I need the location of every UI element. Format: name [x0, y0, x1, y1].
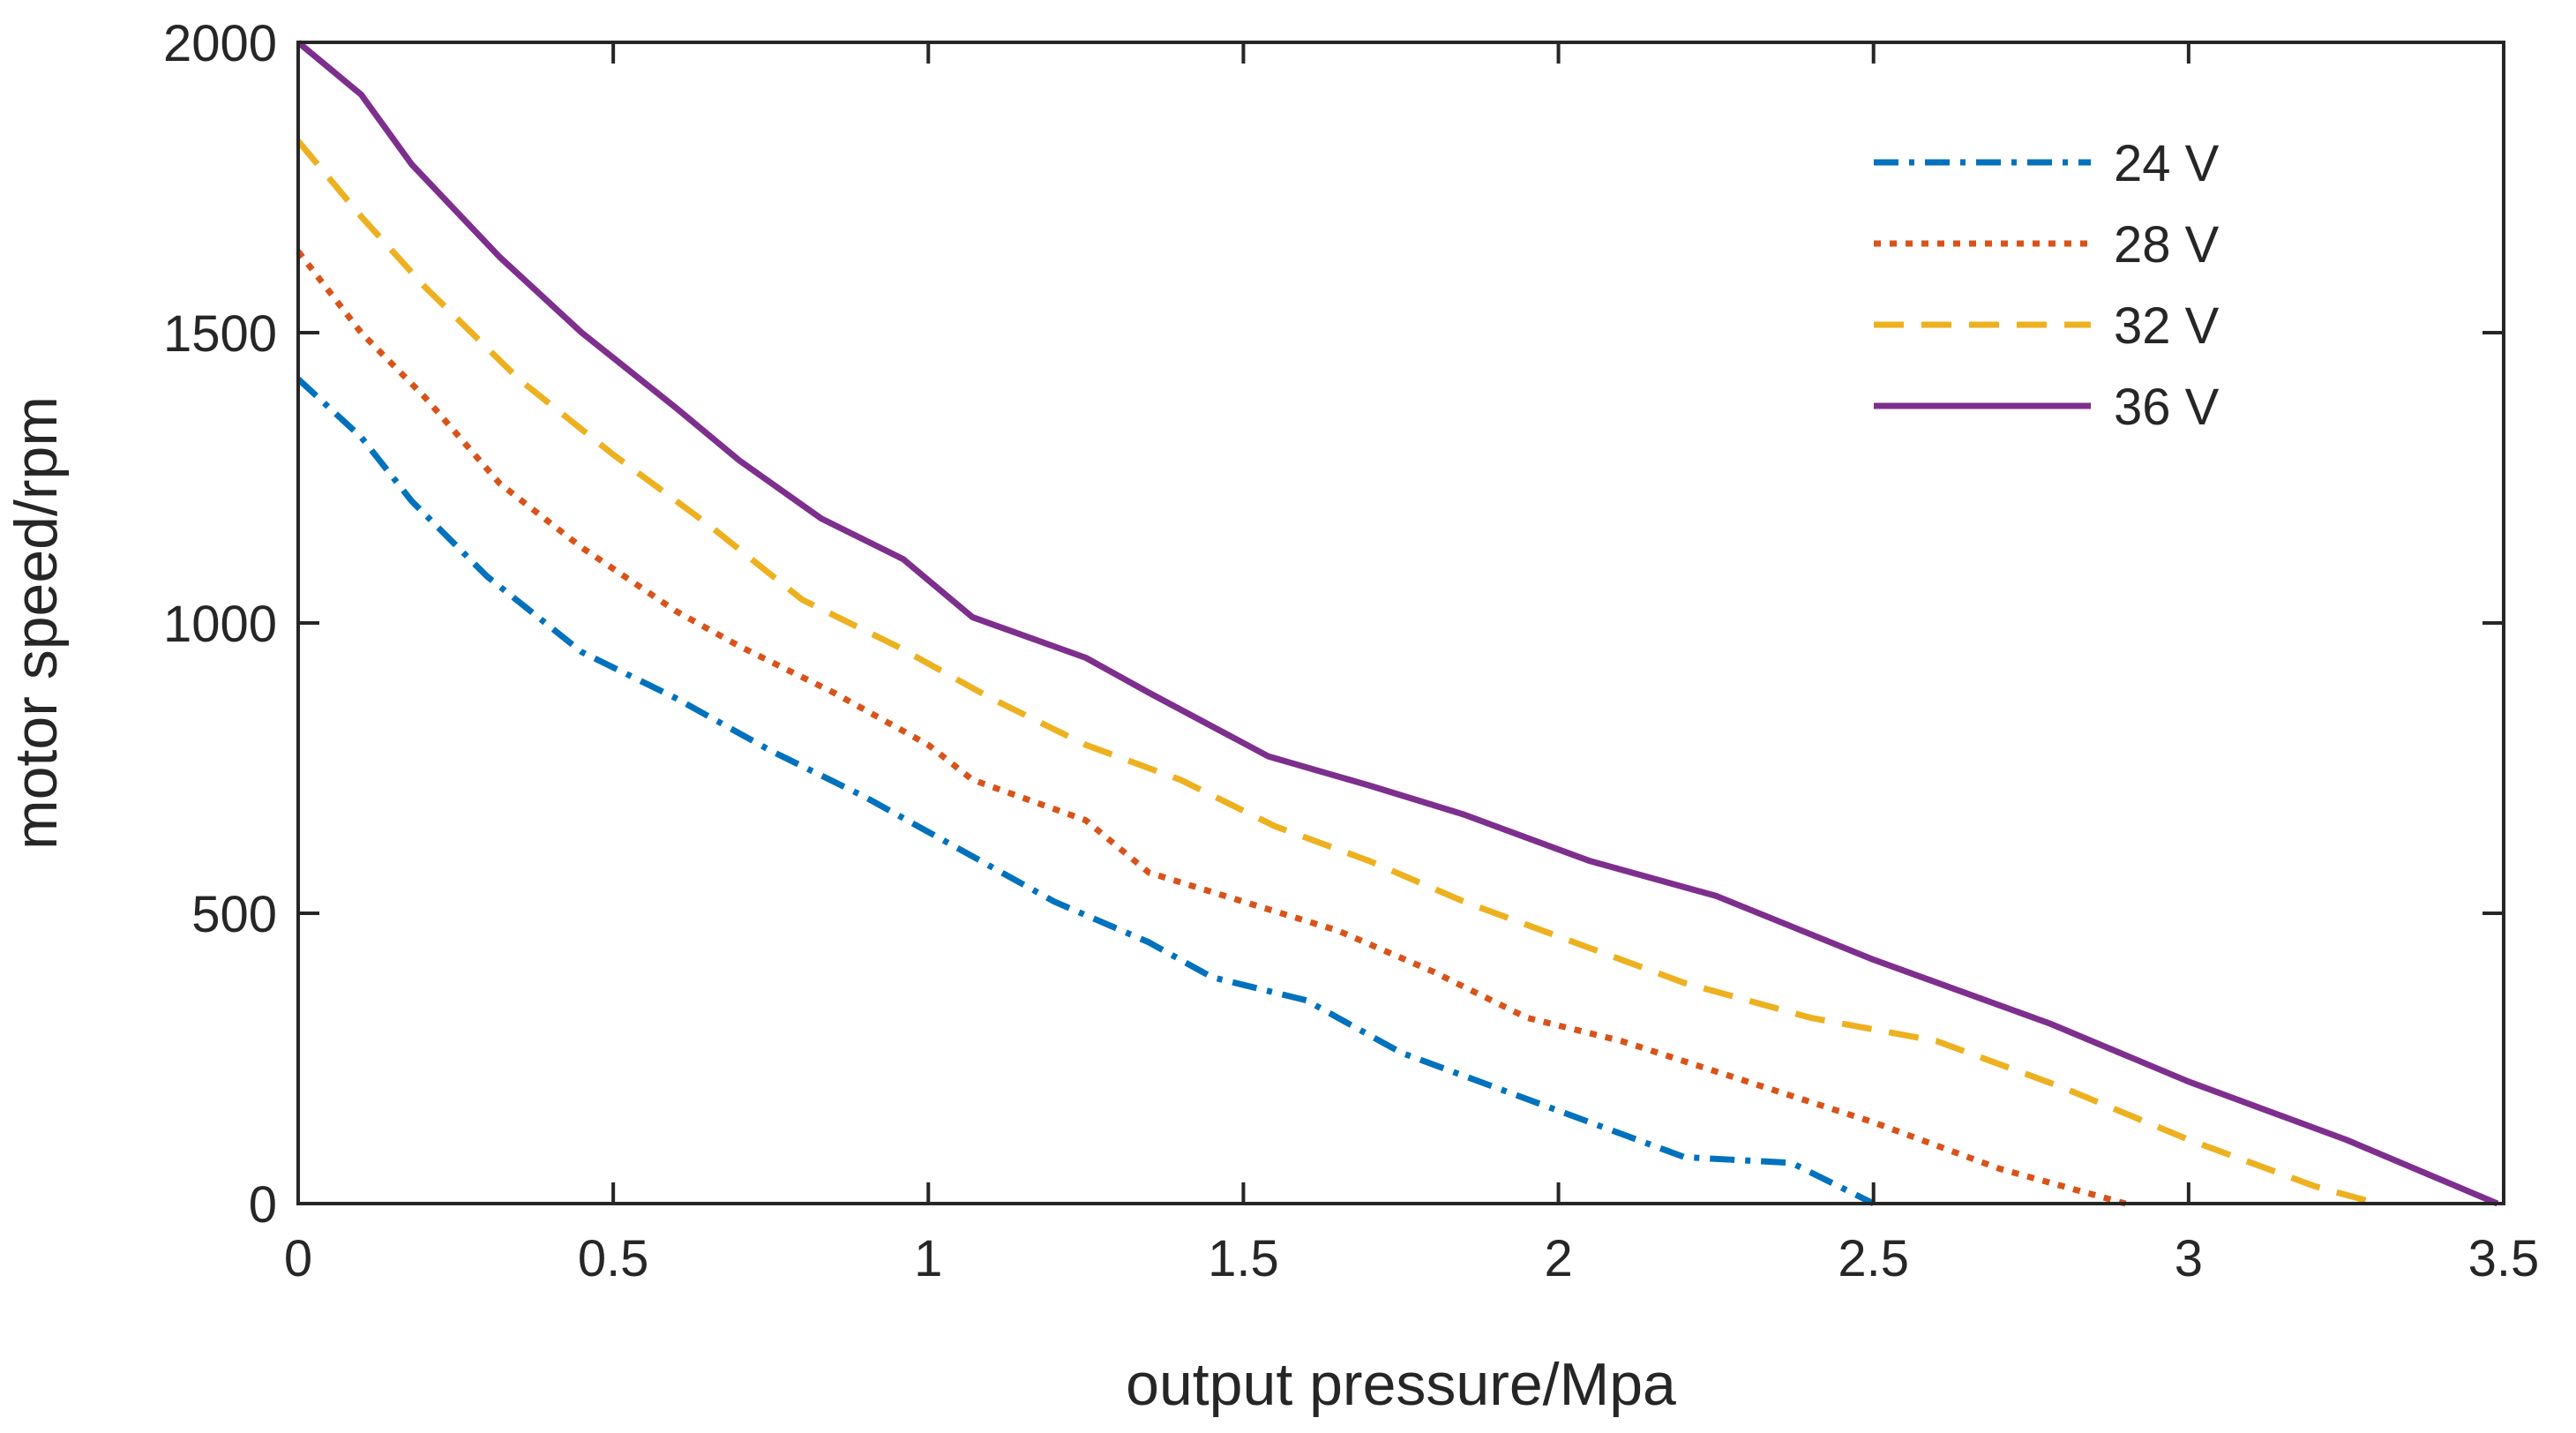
y-tick-label: 1500: [163, 305, 277, 363]
legend-label: 24 V: [2114, 135, 2220, 192]
x-tick-label: 3: [2175, 1230, 2203, 1287]
x-tick-label: 2.5: [1838, 1230, 1909, 1287]
y-tick-label: 0: [249, 1176, 277, 1234]
y-tick-label: 1000: [163, 596, 277, 653]
x-tick-label: 3.5: [2468, 1230, 2540, 1287]
y-axis-title: motor speed/rpm: [3, 396, 70, 850]
x-tick-label: 0: [284, 1230, 312, 1287]
series-line-28v: [296, 249, 2127, 1207]
series-layer: [296, 40, 2499, 1207]
x-tick-label: 0.5: [578, 1230, 649, 1287]
legend-label: 36 V: [2114, 379, 2220, 436]
series-line-36v: [296, 40, 2499, 1207]
legend: 24 V 28 V 32 V 36 V: [1874, 135, 2220, 436]
x-tick-label: 1.5: [1208, 1230, 1279, 1287]
legend-label: 28 V: [2114, 216, 2220, 274]
x-axis-title: output pressure/Mpa: [1126, 1351, 1676, 1418]
x-tick-label: 2: [1544, 1230, 1572, 1287]
x-tick-label: 1: [914, 1230, 942, 1287]
series-line-24v: [296, 377, 1876, 1207]
y-tick-label: 2000: [163, 15, 277, 72]
tick-layer: 0 0.5 1 1.5 2 2.5 3 3.5 0 500 1000 1500 2000: [163, 15, 2539, 1287]
series-line-32v: [296, 139, 2379, 1207]
legend-label: 32 V: [2114, 297, 2220, 355]
y-tick-label: 500: [191, 886, 277, 943]
